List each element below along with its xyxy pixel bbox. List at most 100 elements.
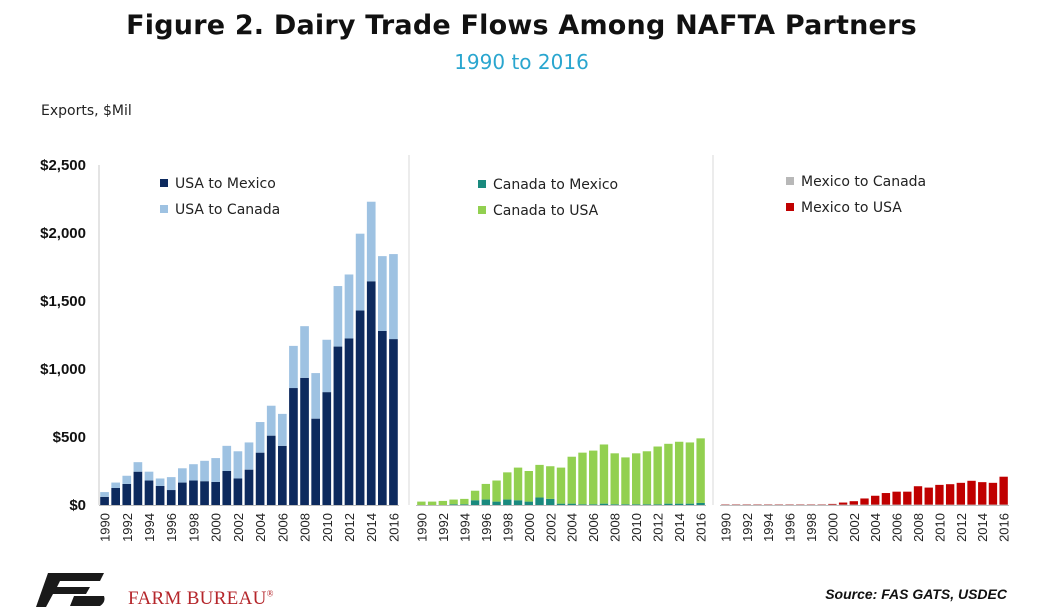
x-tick-label: 2006 <box>586 513 601 542</box>
bar-segment <box>389 254 398 340</box>
bar-segment <box>589 504 598 505</box>
bar-segment <box>503 472 512 500</box>
chart-title: Figure 2. Dairy Trade Flows Among NAFTA … <box>126 10 917 41</box>
bar-segment <box>642 451 652 505</box>
bar-segment <box>481 499 491 505</box>
x-tick-label: 1994 <box>142 513 157 542</box>
x-tick-label: 2014 <box>672 513 687 542</box>
bar-segment <box>300 326 309 378</box>
x-tick-label: 1998 <box>500 513 515 542</box>
bar-segment <box>122 483 132 505</box>
legend-swatch <box>786 177 794 185</box>
legend-swatch <box>160 205 168 213</box>
y-tick-label: $500 <box>53 429 86 446</box>
x-tick-label: 1992 <box>120 513 135 542</box>
x-tick-label: 1996 <box>479 513 494 542</box>
x-tick-label: 2016 <box>386 513 401 542</box>
bar-segment <box>311 418 320 505</box>
bar-segment <box>344 338 354 505</box>
bar-segment <box>524 501 533 505</box>
bar-segment <box>967 480 976 505</box>
bar-segment <box>696 502 705 505</box>
x-tick-label: 2004 <box>565 513 580 542</box>
x-tick-label: 1990 <box>718 513 733 542</box>
bar-segment <box>344 274 354 339</box>
bar-segment <box>460 504 469 505</box>
bar-segment <box>211 481 220 505</box>
x-tick-label: 2004 <box>253 513 268 542</box>
bar-segment <box>278 445 287 505</box>
x-tick-label: 2016 <box>997 513 1012 542</box>
bar-segment <box>311 373 320 419</box>
bar-segment <box>255 452 265 505</box>
bar-segment <box>166 490 176 505</box>
bar-segment <box>200 481 209 505</box>
bar-segment <box>599 503 609 505</box>
bar-segment <box>978 482 987 505</box>
x-tick-label: 2012 <box>651 513 666 542</box>
bar-segment <box>355 310 365 505</box>
bar-segment <box>378 256 387 331</box>
x-tick-label: 1996 <box>783 513 798 542</box>
bar-segment <box>935 484 944 505</box>
bar-segment <box>470 500 480 505</box>
bar-segment <box>333 286 343 347</box>
legend-label: Mexico to USA <box>801 200 902 216</box>
bar-segment <box>211 458 220 482</box>
x-tick-label: 2012 <box>342 513 357 542</box>
legend-label: Mexico to Canada <box>801 174 926 190</box>
x-tick-label: 2006 <box>890 513 905 542</box>
bar-segment <box>492 480 501 502</box>
bar-segment <box>266 435 276 505</box>
bar-segment <box>913 486 923 505</box>
bar-segment <box>322 392 332 505</box>
bar-segment <box>632 504 641 505</box>
bar-segment <box>849 501 858 505</box>
bar-segment <box>266 405 276 436</box>
bar-segment <box>133 462 143 472</box>
bar-segment <box>599 444 609 504</box>
x-tick-label: 2000 <box>522 513 537 542</box>
x-tick-label: 1990 <box>98 513 113 542</box>
bar-segment <box>278 413 287 446</box>
bar-segment <box>417 501 426 505</box>
x-tick-label: 2014 <box>975 513 990 542</box>
x-tick-label: 2010 <box>629 513 644 542</box>
x-tick-label: 2002 <box>543 513 558 542</box>
x-tick-label: 1998 <box>804 513 819 542</box>
x-tick-label: 2008 <box>298 513 313 542</box>
bar-segment <box>366 281 376 505</box>
bar-segment <box>589 450 598 505</box>
bar-segment <box>956 482 966 505</box>
bar-segment <box>642 504 652 505</box>
bar-segment <box>535 497 544 505</box>
legend-swatch <box>160 179 168 187</box>
bar-segment <box>155 478 165 486</box>
bar-segment <box>945 484 955 505</box>
bar-segment <box>289 345 298 389</box>
bar-segment <box>111 488 120 505</box>
bar-segment <box>674 441 684 504</box>
bar-segment <box>903 491 912 505</box>
bar-segment <box>449 499 458 505</box>
registered-mark: ® <box>266 588 274 599</box>
bar-segment <box>200 460 209 482</box>
y-tick-label: $2,000 <box>40 225 86 242</box>
chart-subtitle: 1990 to 2016 <box>454 50 589 74</box>
bar-segment <box>178 482 187 505</box>
bar-segment <box>189 464 198 481</box>
y-tick-label: $1,000 <box>40 361 86 378</box>
bar-segment <box>233 451 243 479</box>
x-tick-label: 2004 <box>868 513 883 542</box>
bar-segment <box>438 500 448 505</box>
bar-segment <box>621 457 630 505</box>
bar-segment <box>460 498 469 505</box>
bar-segment <box>546 466 555 499</box>
bar-segment <box>111 482 120 488</box>
bar-segment <box>366 201 376 282</box>
legend-label: Canada to Mexico <box>493 177 618 193</box>
x-tick-label: 2002 <box>231 513 246 542</box>
bar-segment <box>653 446 662 505</box>
bar-segment <box>333 346 343 505</box>
bar-segment <box>610 504 619 505</box>
